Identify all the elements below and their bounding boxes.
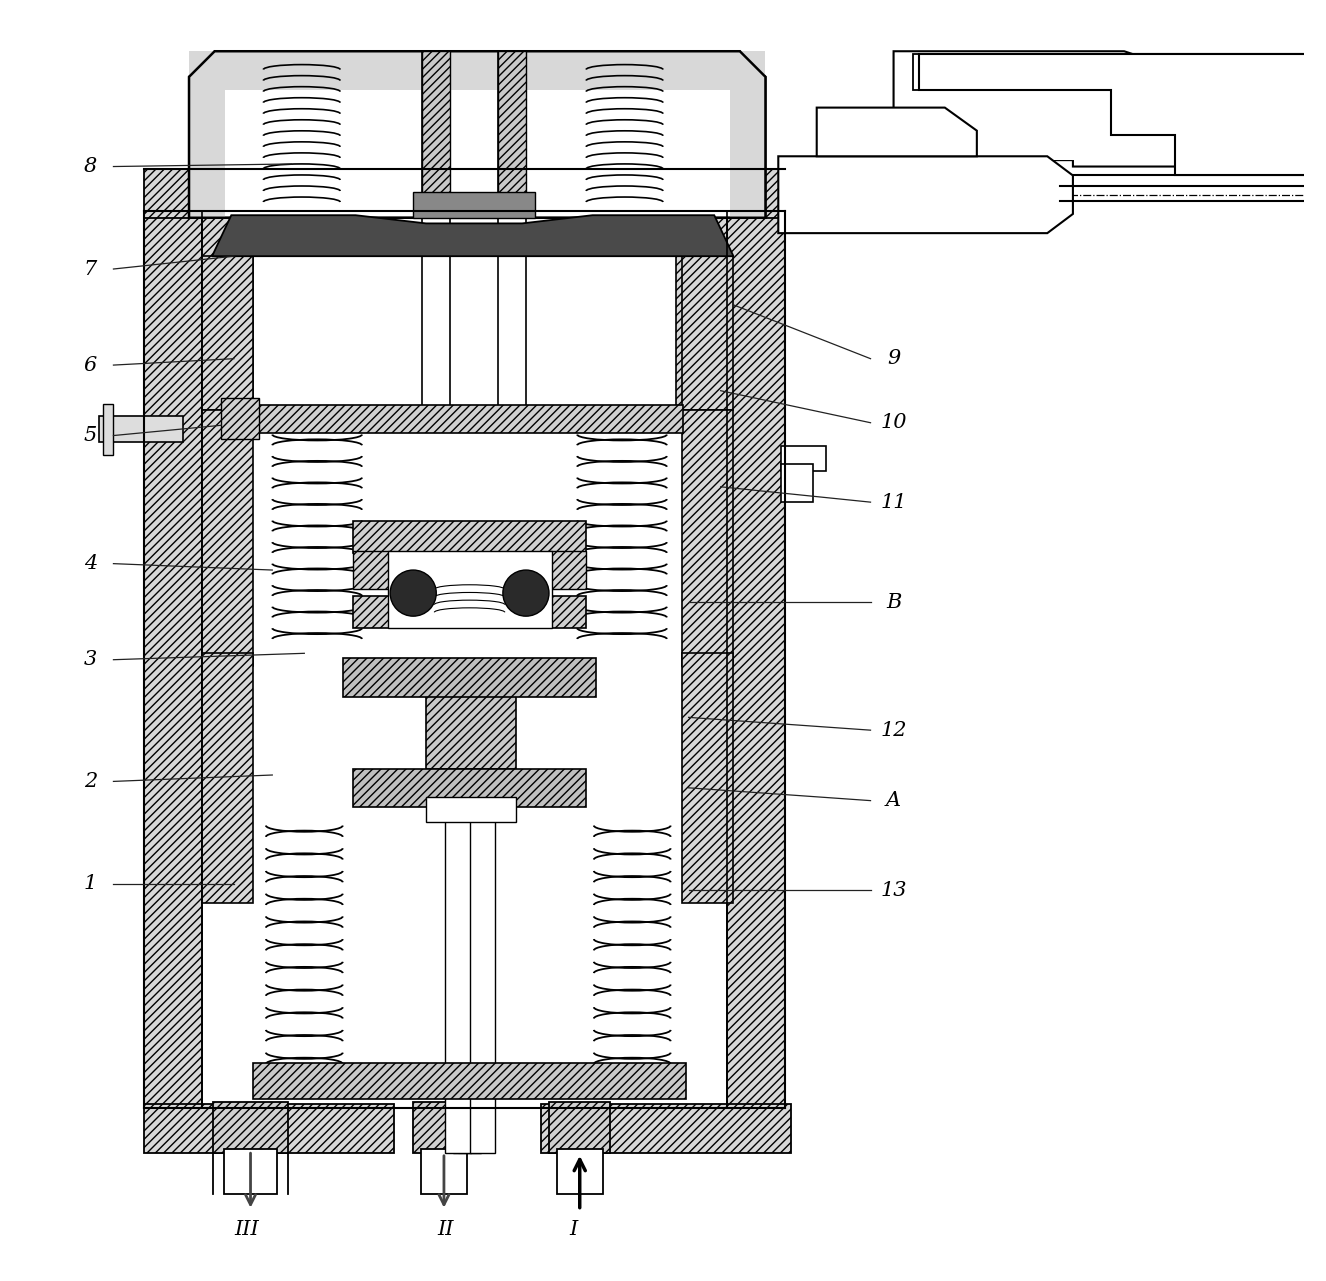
Bar xyxy=(729,51,765,218)
Text: 11: 11 xyxy=(880,493,907,511)
Bar xyxy=(253,1063,686,1099)
Text: III: III xyxy=(235,1221,259,1239)
Bar xyxy=(457,1091,481,1153)
Bar xyxy=(420,1149,467,1194)
Bar xyxy=(145,169,785,218)
Text: 12: 12 xyxy=(880,721,907,739)
Bar xyxy=(213,1102,288,1153)
Text: 3: 3 xyxy=(84,651,97,669)
Polygon shape xyxy=(190,51,765,218)
Bar xyxy=(894,54,1310,175)
Bar xyxy=(353,521,586,553)
Text: 8: 8 xyxy=(84,158,97,175)
Bar xyxy=(202,410,253,666)
Bar xyxy=(497,51,526,410)
Bar xyxy=(781,446,826,471)
Bar xyxy=(353,596,586,628)
Polygon shape xyxy=(212,215,733,256)
Bar xyxy=(145,1104,394,1153)
Bar xyxy=(422,51,451,410)
Bar xyxy=(103,404,114,455)
Bar xyxy=(387,551,552,628)
Bar xyxy=(549,1102,610,1153)
Bar xyxy=(202,256,253,410)
Bar xyxy=(99,416,183,442)
Bar xyxy=(682,256,733,410)
Text: 7: 7 xyxy=(84,260,97,278)
Bar xyxy=(426,694,516,769)
Bar xyxy=(682,653,733,903)
Bar xyxy=(202,167,727,1153)
Text: II: II xyxy=(438,1221,453,1239)
Bar xyxy=(353,769,586,807)
Circle shape xyxy=(503,570,549,616)
Bar xyxy=(190,51,225,218)
Text: A: A xyxy=(886,792,902,810)
Bar xyxy=(190,51,765,90)
Bar xyxy=(676,211,727,410)
Bar xyxy=(257,405,683,433)
Text: 13: 13 xyxy=(880,881,907,899)
Text: 4: 4 xyxy=(84,555,97,573)
Bar xyxy=(221,398,260,439)
Bar xyxy=(202,653,253,903)
Circle shape xyxy=(390,570,436,616)
Text: 2: 2 xyxy=(84,772,97,790)
Bar xyxy=(422,51,451,205)
Bar xyxy=(145,211,202,1108)
Polygon shape xyxy=(894,51,1278,167)
Bar xyxy=(912,73,1285,160)
Bar xyxy=(224,1149,277,1194)
Bar xyxy=(414,1102,475,1153)
Text: I: I xyxy=(569,1221,577,1239)
Text: 10: 10 xyxy=(880,414,907,432)
Bar xyxy=(727,211,785,1108)
Bar xyxy=(353,551,391,589)
Text: 9: 9 xyxy=(887,350,900,368)
Bar xyxy=(453,1091,481,1153)
Text: 1: 1 xyxy=(84,875,97,893)
Bar xyxy=(781,464,813,502)
Bar xyxy=(682,410,733,666)
Polygon shape xyxy=(919,54,1310,175)
Bar xyxy=(426,797,516,822)
Text: B: B xyxy=(886,593,902,611)
Bar xyxy=(446,666,471,1153)
Bar xyxy=(541,1104,792,1153)
Bar xyxy=(202,211,253,410)
Bar xyxy=(342,658,597,697)
Polygon shape xyxy=(817,108,977,156)
Bar xyxy=(469,666,495,1153)
Bar xyxy=(497,51,526,205)
Text: 5: 5 xyxy=(84,427,97,445)
Bar xyxy=(548,551,586,589)
Bar xyxy=(912,54,1041,90)
Bar xyxy=(414,192,534,218)
Bar xyxy=(557,1149,603,1194)
Polygon shape xyxy=(778,156,1073,233)
Text: 6: 6 xyxy=(84,356,97,374)
